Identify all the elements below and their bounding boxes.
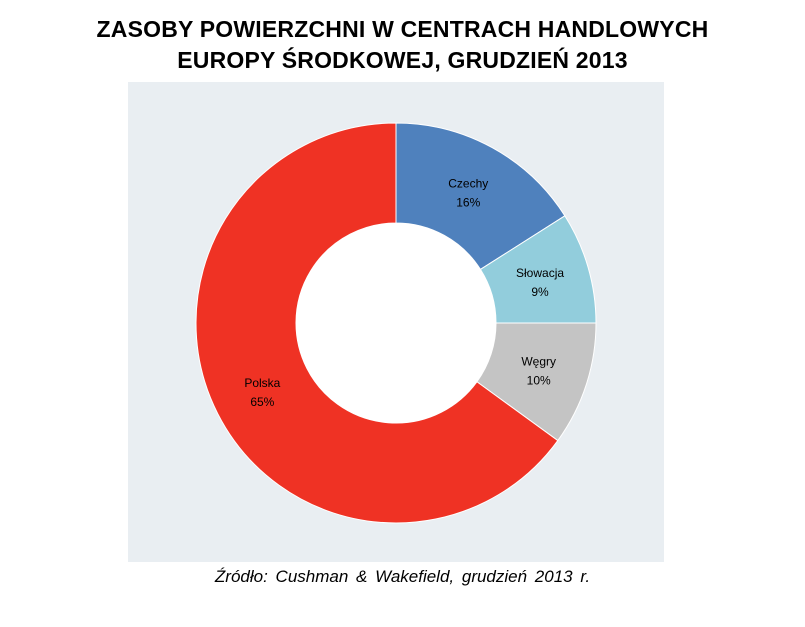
- chart-title-line-2: EUROPY ŚRODKOWEJ, GRUDZIEŃ 2013: [177, 47, 628, 73]
- source-note: Źródło: Cushman & Wakefield, grudzień 20…: [214, 567, 591, 586]
- slice-value-label-slowacja: 9%: [531, 285, 549, 299]
- slice-value-label-wegry: 10%: [527, 373, 551, 387]
- slice-value-label-czechy: 16%: [456, 196, 480, 210]
- slice-labels: Czechy 16% Słowacja 9% Węgry 10% Polska 65%: [244, 177, 564, 410]
- slice-value-label-polska: 65%: [250, 395, 274, 409]
- chart-title-line-1: ZASOBY POWIERZCHNI W CENTRACH HANDLOWYCH: [96, 16, 709, 42]
- slice-name-label-wegry: Węgry: [521, 354, 556, 368]
- slice-name-label-czechy: Czechy: [448, 177, 488, 191]
- doughnut-hole: [296, 223, 496, 423]
- doughnut-chart: Czechy 16% Słowacja 9% Węgry 10% Polska 65%: [195, 122, 597, 524]
- plot-area: Czechy 16% Słowacja 9% Węgry 10% Polska 65%: [128, 82, 664, 562]
- slice-name-label-polska: Polska: [244, 376, 280, 390]
- slice-name-label-slowacja: Słowacja: [516, 266, 564, 280]
